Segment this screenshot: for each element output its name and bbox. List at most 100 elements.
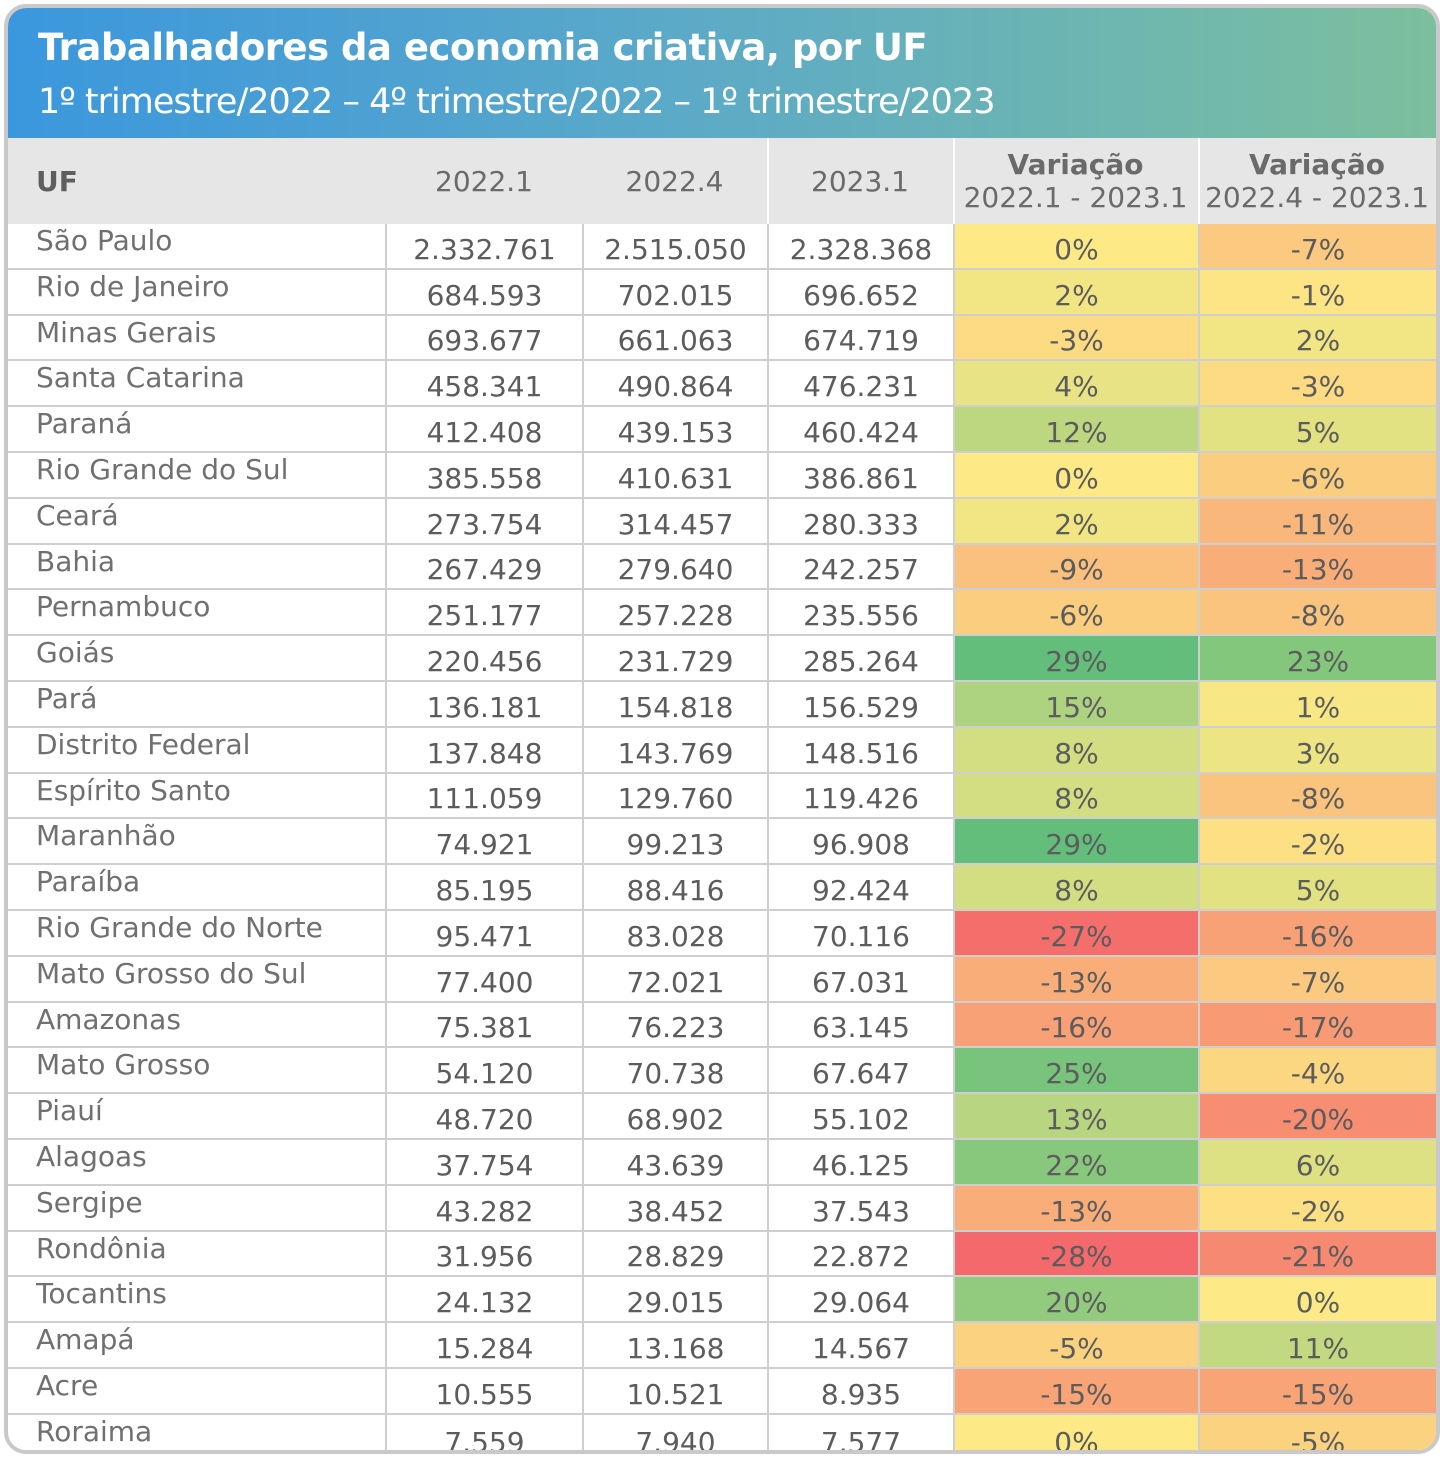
cell-variation-1: -27% [955,910,1198,955]
cell-uf: Santa Catarina [36,361,245,395]
cell-2022-1: 693.677 [426,324,543,358]
cell-variation-1: 0% [955,224,1198,268]
cell-uf: Espírito Santo [36,773,231,807]
cell-2022-1: 95.471 [435,919,534,953]
cell-2022-4: 410.631 [617,461,734,495]
table-row: Pernambuco 251.177 257.228 235.556 -6% -8% [8,590,1436,637]
cell-2023-1: 37.543 [812,1194,910,1228]
cell-variation-2: 1% [1200,681,1436,726]
cell-variation-2: 5% [1200,407,1436,451]
cell-2022-1: 77.400 [435,965,534,999]
cell-2022-4: 13.168 [626,1331,725,1365]
header-variation-2: Variação 2022.4 - 2023.1 [1198,138,1436,224]
table-row: Amazonas 75.381 76.223 63.145 -16% -17% [8,1002,1436,1049]
cell-2023-1: 460.424 [803,415,919,449]
header-variation-1-period: 2022.1 - 2023.1 [963,181,1188,214]
cell-variation-1: -3% [955,315,1198,360]
column-divider [1198,224,1200,1450]
cell-variation-1: 8% [955,865,1198,909]
table-row: Paraíba 85.195 88.416 92.424 8% 5% [8,865,1436,911]
cell-2023-1: 285.264 [803,644,919,678]
cell-variation-1: -13% [955,956,1198,1001]
cell-2022-1: 251.177 [426,599,543,633]
cell-2022-4: 129.760 [617,782,734,816]
cell-2022-1: 412.408 [426,415,543,449]
cell-2022-4: 88.416 [626,873,725,907]
cell-2022-1: 111.059 [426,782,543,816]
table-row: Rio Grande do Sul 385.558 410.631 386.861 0%… [8,452,1436,499]
cell-2022-4: 76.223 [626,1011,725,1045]
cell-2023-1: 8.935 [820,1377,902,1411]
cell-variation-1: 29% [955,819,1198,864]
table-row: Mato Grosso 54.120 70.738 67.647 25% -4% [8,1048,1436,1095]
cell-2023-1: 156.529 [803,690,919,724]
table-row: Ceará 273.754 314.457 280.333 2% -11% [8,498,1436,545]
column-divider [953,224,955,1450]
cell-2022-1: 7.559 [444,1425,525,1454]
table-card: Trabalhadores da economia criativa, por … [4,4,1440,1454]
table-row: Goiás 220.456 231.729 285.264 29% 23% [8,636,1436,682]
table-row: Santa Catarina 458.341 490.864 476.231 4% -3% [8,361,1436,408]
cell-2022-4: 70.738 [626,1057,725,1091]
cell-uf: São Paulo [36,224,173,257]
cell-variation-2: -8% [1200,773,1436,818]
cell-variation-1: 2% [955,269,1198,314]
header-divider [953,138,955,224]
table-row: Rondônia 31.956 28.829 22.872 -28% -21% [8,1231,1436,1278]
cell-2023-1: 242.257 [803,553,919,587]
cell-2023-1: 674.719 [803,324,919,358]
cell-2022-4: 490.864 [617,370,734,404]
cell-2022-1: 85.195 [435,873,534,907]
cell-uf: Rio Grande do Norte [36,910,323,944]
cell-2023-1: 63.145 [812,1011,910,1045]
cell-variation-2: -15% [1200,1368,1436,1413]
cell-2022-4: 257.228 [617,599,734,633]
cell-2023-1: 476.231 [803,370,919,404]
cell-uf: Tocantins [36,1277,167,1311]
cell-2022-1: 43.282 [435,1194,534,1228]
header-2023-1: 2023.1 [767,138,953,224]
cell-uf: Acre [36,1368,99,1402]
cell-uf: Amapá [36,1323,135,1357]
cell-2023-1: 67.647 [812,1057,910,1091]
table-row: Tocantins 24.132 29.015 29.064 20% 0% [8,1277,1436,1324]
cell-2022-4: 38.452 [626,1194,725,1228]
header-variation-1-title: Variação [1007,148,1144,181]
table-row: Espírito Santo 111.059 129.760 119.426 8% -8% [8,773,1436,820]
cell-variation-1: -5% [955,1323,1198,1367]
cell-uf: Roraima [36,1414,153,1448]
cell-variation-2: -2% [1200,1185,1436,1230]
cell-variation-2: 2% [1200,315,1436,360]
cell-variation-1: 8% [955,773,1198,818]
header-2023-1-label: 2023.1 [811,164,909,198]
table-row: Rio Grande do Norte 95.471 83.028 70.116 -27… [8,910,1436,957]
cell-uf: Mato Grosso [36,1048,211,1082]
cell-2023-1: 148.516 [803,736,919,770]
cell-2023-1: 119.426 [803,782,919,816]
cell-variation-2: 3% [1200,727,1436,772]
cell-variation-2: -2% [1200,819,1436,864]
cell-2022-4: 10.521 [626,1377,725,1411]
cell-2022-1: 74.921 [435,828,534,862]
cell-variation-1: 8% [955,727,1198,772]
header-uf-label: UF [36,164,78,198]
cell-2022-1: 2.332.761 [413,232,556,266]
cell-2022-1: 31.956 [435,1240,534,1274]
cell-2023-1: 96.908 [812,828,910,862]
cell-variation-1: 13% [955,1094,1198,1138]
cell-2022-4: 28.829 [626,1240,725,1274]
header-variation-1: Variação 2022.1 - 2023.1 [953,138,1198,224]
table-row: Maranhão 74.921 99.213 96.908 29% -2% [8,819,1436,866]
table-row: Bahia 267.429 279.640 242.257 -9% -13% [8,544,1436,591]
column-divider [767,224,769,1450]
cell-variation-1: 15% [955,681,1198,726]
cell-uf: Rio de Janeiro [36,269,230,303]
cell-uf: Mato Grosso do Sul [36,956,307,990]
cell-variation-1: 29% [955,636,1198,680]
cell-variation-1: 4% [955,361,1198,406]
table-row: São Paulo 2.332.761 2.515.050 2.328.368 0% -7… [8,224,1436,270]
cell-2022-4: 99.213 [626,828,725,862]
cell-uf: Pará [36,681,98,715]
table-row: Pará 136.181 154.818 156.529 15% 1% [8,681,1436,728]
cell-2022-4: 68.902 [626,1102,725,1136]
